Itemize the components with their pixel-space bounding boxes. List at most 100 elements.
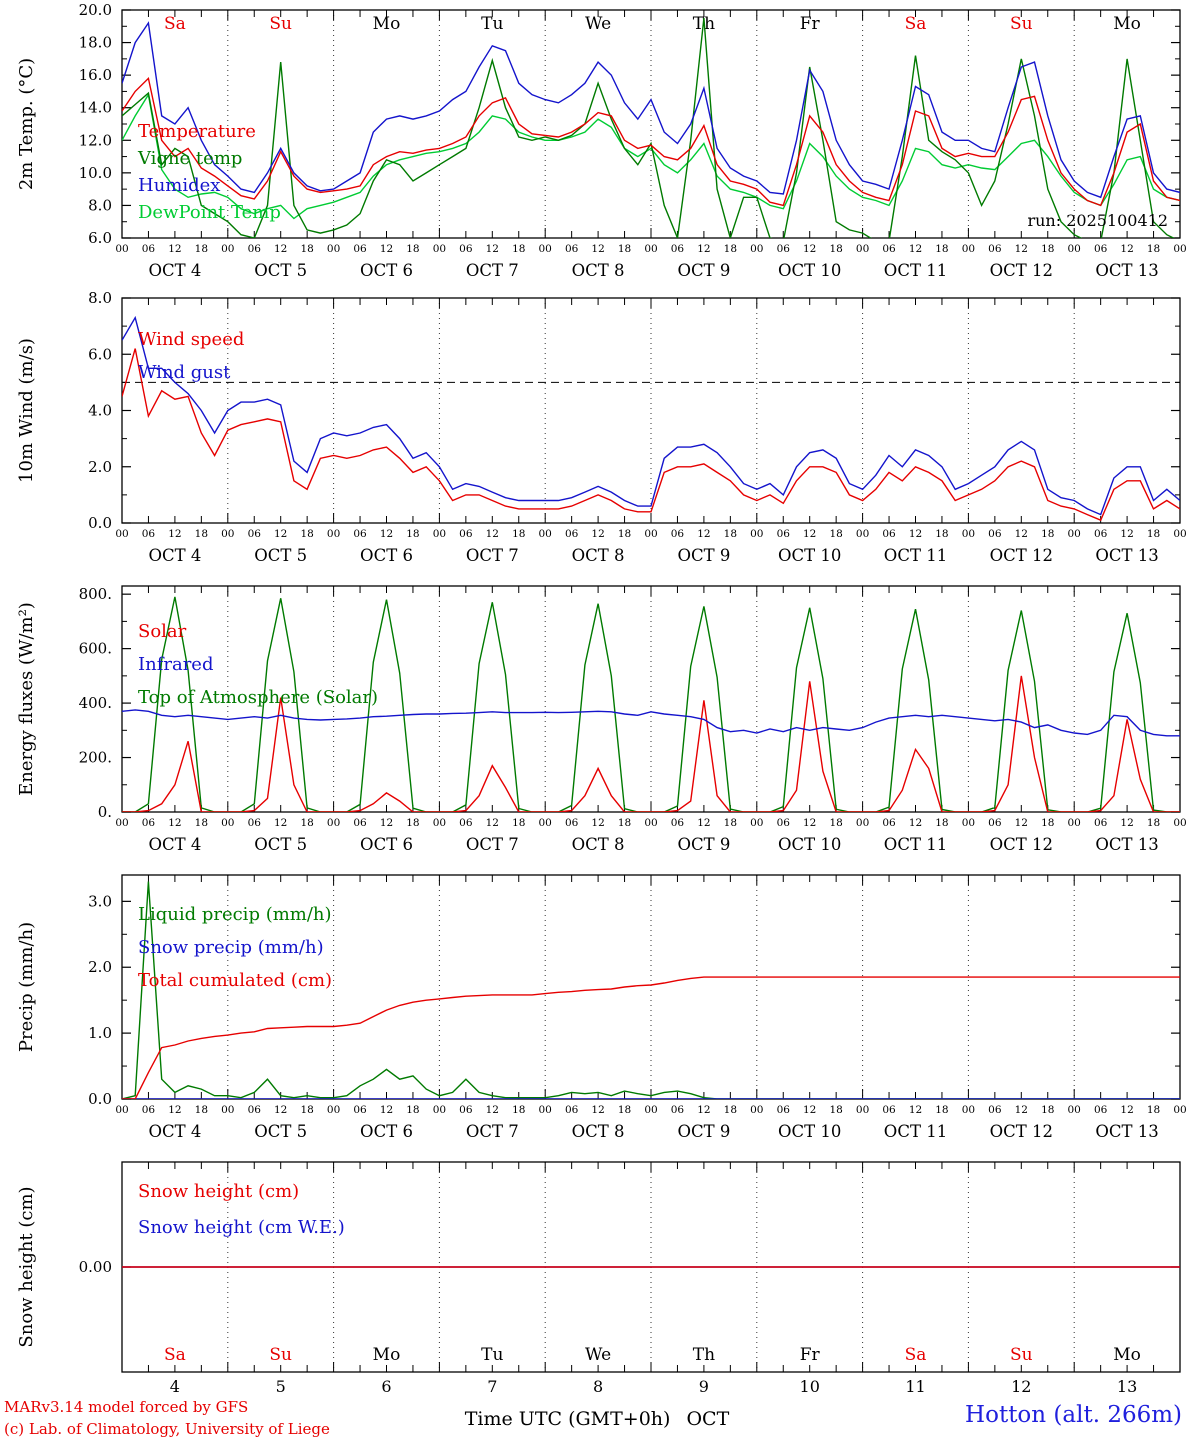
y-tick-label: 10.0 (79, 164, 112, 182)
date-label: OCT 4 (148, 546, 201, 565)
hour-tick-label: 00 (433, 817, 446, 829)
hour-tick-label: 00 (962, 817, 975, 829)
hour-tick-label: 00 (1068, 243, 1081, 255)
weekday-label: Su (269, 1345, 292, 1365)
legend-dewpoint-temp: DewPoint Temp (138, 202, 281, 223)
hour-tick-label: 18 (618, 817, 631, 829)
hour-tick-label: 18 (829, 528, 842, 540)
date-label: OCT 6 (360, 261, 413, 280)
hour-tick-label: 00 (433, 528, 446, 540)
y-tick-label: 18.0 (79, 34, 112, 52)
y-tick-label: 2.0 (88, 958, 112, 976)
legend-solar: Solar (138, 621, 187, 642)
y-axis-title: 10m Wind (m/s) (16, 338, 37, 483)
date-label: OCT 10 (778, 1122, 841, 1141)
hour-tick-label: 00 (433, 1104, 446, 1116)
legend-wind-speed: Wind speed (138, 329, 244, 350)
legend-wind-gust: Wind gust (138, 362, 231, 383)
weekday-label: We (585, 1345, 611, 1365)
y-tick-label: 3.0 (88, 892, 112, 910)
hour-tick-label: 00 (1173, 817, 1186, 829)
hour-tick-label: 06 (459, 528, 473, 540)
date-number: 6 (381, 1377, 391, 1396)
date-label: OCT 10 (778, 546, 841, 565)
date-label: OCT 9 (677, 835, 730, 854)
hour-tick-label: 18 (512, 817, 525, 829)
date-label: OCT 12 (990, 835, 1053, 854)
hour-tick-label: 18 (935, 1104, 948, 1116)
date-label: OCT 8 (572, 1122, 625, 1141)
weekday-label: Th (693, 1345, 715, 1365)
y-tick-label: 4.0 (88, 402, 112, 420)
hour-tick-label: 06 (777, 817, 791, 829)
legend-liquid-precip: Liquid precip (mm/h) (138, 904, 332, 925)
date-number: 10 (800, 1377, 820, 1396)
hour-tick-label: 06 (1094, 817, 1108, 829)
date-label: OCT 7 (466, 261, 519, 280)
date-label: OCT 8 (572, 546, 625, 565)
hour-tick-label: 06 (142, 1104, 156, 1116)
hour-tick-label: 18 (724, 817, 737, 829)
hour-tick-label: 06 (882, 817, 896, 829)
y-tick-label: 14.0 (79, 99, 112, 117)
hour-tick-label: 12 (909, 1104, 922, 1116)
date-number: 12 (1011, 1377, 1031, 1396)
hour-tick-label: 06 (248, 817, 262, 829)
humidex-line (122, 21, 1180, 199)
hour-tick-label: 12 (1015, 1104, 1028, 1116)
hour-tick-label: 18 (1041, 528, 1054, 540)
hour-tick-label: 00 (644, 1104, 657, 1116)
hour-tick-label: 06 (459, 1104, 473, 1116)
wind-panel: 0.0 2.0 4.0 6.0 8.0 00 06 12 18 00 06 12 18 00 06 12 18 0… (0, 290, 1194, 578)
date-label: OCT 8 (572, 261, 625, 280)
hour-tick-label: 12 (803, 243, 816, 255)
date-number: 11 (905, 1377, 925, 1396)
weekday-label: Su (1010, 1345, 1033, 1365)
hour-tick-label: 12 (486, 817, 499, 829)
legend-total-cumulated: Total cumulated (cm) (138, 970, 332, 991)
hour-tick-label: 00 (221, 528, 234, 540)
hour-tick-label: 18 (300, 817, 313, 829)
hour-tick-label: 00 (962, 1104, 975, 1116)
hour-tick-label: 12 (168, 243, 181, 255)
hour-tick-label: 18 (618, 528, 631, 540)
hour-tick-label: 18 (1147, 528, 1160, 540)
liquid-precip-line (122, 881, 1180, 1099)
hour-tick-label: 12 (1015, 243, 1028, 255)
weekday-label: Sa (905, 1345, 927, 1365)
hour-tick-label: 12 (591, 817, 604, 829)
hour-tick-label: 18 (1147, 1104, 1160, 1116)
weekday-label: Fr (800, 14, 821, 34)
y-tick-label: 0.0 (88, 1090, 112, 1108)
total-cumulated-line (122, 976, 1180, 1099)
hour-tick-label: 12 (697, 528, 710, 540)
hour-tick-label: 06 (988, 243, 1002, 255)
hour-tick-label: 18 (724, 243, 737, 255)
date-label: OCT 5 (254, 261, 307, 280)
hour-tick-label: 12 (1120, 1104, 1133, 1116)
hour-tick-label: 00 (221, 817, 234, 829)
y-tick-label: 0.00 (79, 1258, 112, 1276)
hour-tick-label: 12 (909, 243, 922, 255)
hour-tick-label: 18 (195, 817, 208, 829)
hour-tick-label: 00 (115, 528, 128, 540)
hour-tick-label: 12 (274, 243, 287, 255)
snow-height-panel: 0.00 4 Sa 5 Su 6 Mo 7 Tu 8 We 9 Th 10 Fr 11 Sa 12 Su 13 Mo Sn… (0, 1154, 1194, 1397)
weekday-label: Su (269, 14, 292, 34)
hour-tick-label: 12 (274, 817, 287, 829)
hour-tick-label: 18 (935, 243, 948, 255)
hour-tick-label: 06 (142, 817, 156, 829)
hour-tick-label: 00 (539, 817, 552, 829)
hour-tick-label: 12 (274, 528, 287, 540)
hour-tick-label: 12 (803, 1104, 816, 1116)
hour-tick-label: 00 (115, 243, 128, 255)
energy-fluxes-chart: 0. 200. 400. 600. 800. 00 06 12 18 00 06 12 18 00 06 12… (16, 585, 1187, 854)
wind-gust-line (122, 315, 1180, 516)
hour-tick-label: 00 (962, 243, 975, 255)
hour-tick-label: 06 (353, 528, 367, 540)
hour-tick-label: 00 (856, 817, 869, 829)
footer-lab-credit: (c) Lab. of Climatology, University of L… (4, 1419, 330, 1438)
hour-tick-label: 18 (195, 528, 208, 540)
hour-tick-label: 06 (777, 243, 791, 255)
hour-tick-label: 06 (459, 243, 473, 255)
